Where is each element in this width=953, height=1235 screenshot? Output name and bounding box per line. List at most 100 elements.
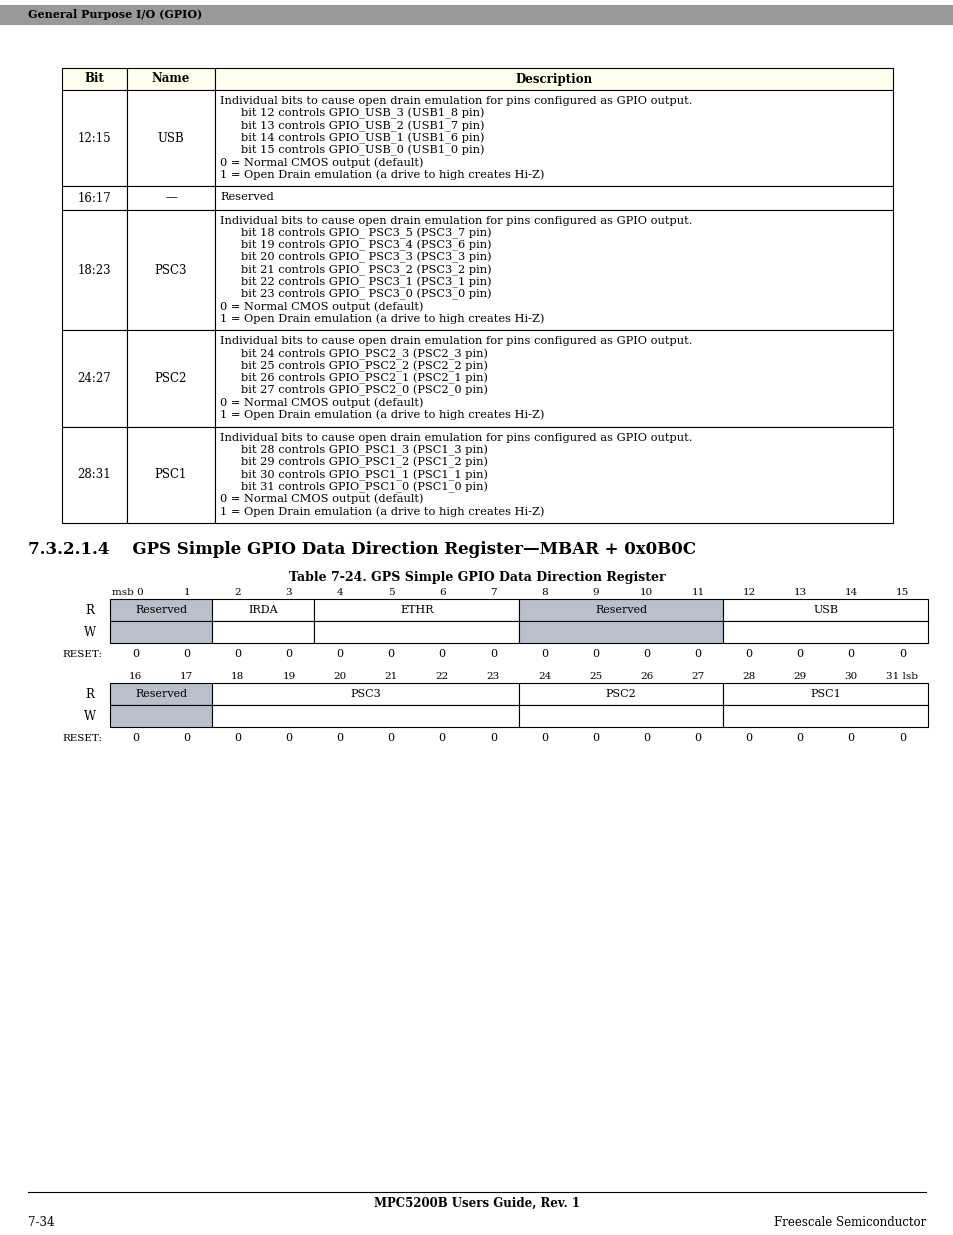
Text: PSC2: PSC2 bbox=[154, 372, 187, 385]
Text: 0: 0 bbox=[489, 650, 497, 659]
Text: W: W bbox=[84, 626, 96, 638]
Text: 16:17: 16:17 bbox=[77, 191, 112, 205]
Text: Name: Name bbox=[152, 73, 190, 85]
Text: PSC2: PSC2 bbox=[605, 689, 636, 699]
Text: 1 = Open Drain emulation (a drive to high creates Hi-Z): 1 = Open Drain emulation (a drive to hig… bbox=[220, 314, 544, 324]
Text: 0 = Normal CMOS output (default): 0 = Normal CMOS output (default) bbox=[220, 301, 423, 311]
Text: bit 19 controls GPIO_ PSC3_4 (PSC3_6 pin): bit 19 controls GPIO_ PSC3_4 (PSC3_6 pin… bbox=[241, 240, 491, 251]
Bar bbox=[214, 331, 892, 427]
Text: Reserved: Reserved bbox=[135, 689, 187, 699]
Text: bit 26 controls GPIO_PSC2_1 (PSC2_1 pin): bit 26 controls GPIO_PSC2_1 (PSC2_1 pin) bbox=[241, 373, 488, 384]
Text: 0: 0 bbox=[438, 734, 445, 743]
Text: 0: 0 bbox=[694, 650, 700, 659]
Bar bbox=[127, 68, 214, 90]
Bar bbox=[314, 599, 518, 621]
Text: R: R bbox=[86, 604, 94, 616]
Bar bbox=[62, 68, 127, 90]
Text: 24: 24 bbox=[537, 672, 551, 682]
Text: 0: 0 bbox=[540, 650, 548, 659]
Text: 14: 14 bbox=[843, 588, 857, 598]
Text: PSC1: PSC1 bbox=[809, 689, 841, 699]
Text: 21: 21 bbox=[384, 672, 397, 682]
Text: 30: 30 bbox=[843, 672, 857, 682]
Text: 10: 10 bbox=[639, 588, 653, 598]
Text: bit 22 controls GPIO_ PSC3_1 (PSC3_1 pin): bit 22 controls GPIO_ PSC3_1 (PSC3_1 pin… bbox=[241, 277, 491, 288]
Text: 0: 0 bbox=[540, 734, 548, 743]
Text: 24:27: 24:27 bbox=[77, 372, 112, 385]
Text: Reserved: Reserved bbox=[220, 193, 274, 203]
Text: 0: 0 bbox=[132, 650, 139, 659]
Text: General Purpose I/O (GPIO): General Purpose I/O (GPIO) bbox=[28, 10, 202, 21]
Text: 0 = Normal CMOS output (default): 0 = Normal CMOS output (default) bbox=[220, 157, 423, 168]
Text: 1 = Open Drain emulation (a drive to high creates Hi-Z): 1 = Open Drain emulation (a drive to hig… bbox=[220, 169, 544, 180]
Text: USB: USB bbox=[157, 132, 184, 144]
Text: 18: 18 bbox=[231, 672, 244, 682]
Text: 0: 0 bbox=[592, 650, 598, 659]
Bar bbox=[110, 621, 212, 643]
Text: bit 30 controls GPIO_PSC1_1 (PSC1_1 pin): bit 30 controls GPIO_PSC1_1 (PSC1_1 pin) bbox=[241, 469, 488, 480]
Text: 4: 4 bbox=[336, 588, 343, 598]
Text: 23: 23 bbox=[486, 672, 499, 682]
Bar bbox=[314, 621, 518, 643]
Text: 7.3.2.1.4    GPS Simple GPIO Data Direction Register—MBAR + 0x0B0C: 7.3.2.1.4 GPS Simple GPIO Data Direction… bbox=[28, 541, 696, 558]
Text: 0: 0 bbox=[898, 650, 905, 659]
Text: PSC3: PSC3 bbox=[154, 263, 187, 277]
Text: 0: 0 bbox=[898, 734, 905, 743]
Text: 0: 0 bbox=[694, 734, 700, 743]
Text: 8: 8 bbox=[540, 588, 547, 598]
Text: bit 12 controls GPIO_USB_3 (USB1_8 pin): bit 12 controls GPIO_USB_3 (USB1_8 pin) bbox=[241, 109, 484, 120]
Text: USB: USB bbox=[812, 605, 838, 615]
Text: 0: 0 bbox=[234, 650, 241, 659]
Text: MPC5200B Users Guide, Rev. 1: MPC5200B Users Guide, Rev. 1 bbox=[374, 1197, 579, 1210]
Bar bbox=[214, 427, 892, 524]
Text: 31 lsb: 31 lsb bbox=[885, 672, 918, 682]
Text: bit 24 controls GPIO_PSC2_3 (PSC2_3 pin): bit 24 controls GPIO_PSC2_3 (PSC2_3 pin) bbox=[241, 348, 488, 359]
Text: 0: 0 bbox=[592, 734, 598, 743]
Text: bit 13 controls GPIO_USB_2 (USB1_7 pin): bit 13 controls GPIO_USB_2 (USB1_7 pin) bbox=[241, 120, 484, 132]
Text: 0: 0 bbox=[285, 734, 293, 743]
Text: 17: 17 bbox=[180, 672, 193, 682]
Text: 28: 28 bbox=[741, 672, 755, 682]
Text: 0: 0 bbox=[847, 650, 854, 659]
Text: 0: 0 bbox=[387, 734, 395, 743]
Text: bit 15 controls GPIO_USB_0 (USB1_0 pin): bit 15 controls GPIO_USB_0 (USB1_0 pin) bbox=[241, 144, 484, 156]
Text: 0: 0 bbox=[336, 734, 343, 743]
Text: PSC3: PSC3 bbox=[350, 689, 380, 699]
Text: 5: 5 bbox=[388, 588, 395, 598]
Bar bbox=[518, 683, 722, 705]
Text: —: — bbox=[165, 191, 176, 205]
Text: 7: 7 bbox=[490, 588, 497, 598]
Text: 12: 12 bbox=[741, 588, 755, 598]
Text: 1 = Open Drain emulation (a drive to high creates Hi-Z): 1 = Open Drain emulation (a drive to hig… bbox=[220, 410, 544, 420]
Text: msb 0: msb 0 bbox=[112, 588, 144, 598]
Text: 0: 0 bbox=[796, 734, 803, 743]
Text: 0: 0 bbox=[744, 650, 752, 659]
Bar bbox=[212, 621, 314, 643]
Bar bbox=[214, 90, 892, 186]
Text: bit 18 controls GPIO_ PSC3_5 (PSC3_7 pin): bit 18 controls GPIO_ PSC3_5 (PSC3_7 pin… bbox=[241, 227, 491, 240]
Text: 19: 19 bbox=[282, 672, 295, 682]
Text: W: W bbox=[84, 710, 96, 722]
Text: Freescale Semiconductor: Freescale Semiconductor bbox=[773, 1215, 925, 1229]
Bar bbox=[127, 331, 214, 427]
Text: bit 14 controls GPIO_USB_1 (USB1_6 pin): bit 14 controls GPIO_USB_1 (USB1_6 pin) bbox=[241, 132, 484, 144]
Bar bbox=[214, 68, 892, 90]
Bar bbox=[518, 621, 722, 643]
Bar bbox=[62, 210, 127, 331]
Bar bbox=[127, 210, 214, 331]
Text: 0: 0 bbox=[744, 734, 752, 743]
Text: 0: 0 bbox=[489, 734, 497, 743]
Text: 0: 0 bbox=[336, 650, 343, 659]
Text: 9: 9 bbox=[592, 588, 598, 598]
Bar bbox=[518, 599, 722, 621]
Text: 6: 6 bbox=[438, 588, 445, 598]
Text: Individual bits to cause open drain emulation for pins configured as GPIO output: Individual bits to cause open drain emul… bbox=[220, 432, 692, 443]
Text: ETHR: ETHR bbox=[399, 605, 433, 615]
Text: 3: 3 bbox=[285, 588, 292, 598]
Text: Individual bits to cause open drain emulation for pins configured as GPIO output: Individual bits to cause open drain emul… bbox=[220, 336, 692, 346]
Text: 29: 29 bbox=[793, 672, 806, 682]
Bar bbox=[127, 427, 214, 524]
Text: 22: 22 bbox=[436, 672, 449, 682]
Text: 25: 25 bbox=[588, 672, 601, 682]
Text: RESET:: RESET: bbox=[62, 734, 102, 742]
